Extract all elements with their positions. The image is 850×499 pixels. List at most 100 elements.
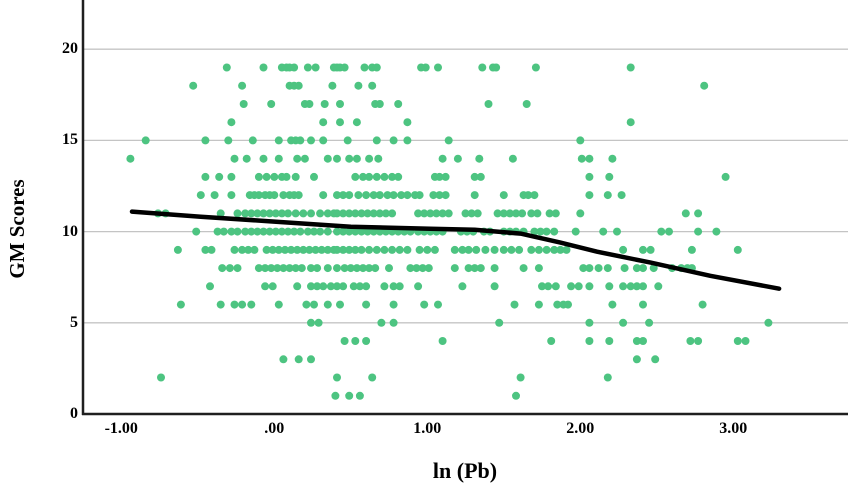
data-point bbox=[499, 209, 508, 218]
data-point bbox=[412, 264, 421, 273]
data-point bbox=[415, 191, 424, 200]
data-point bbox=[544, 282, 553, 291]
data-point bbox=[310, 172, 318, 181]
data-point bbox=[233, 264, 242, 273]
data-point bbox=[490, 264, 499, 273]
data-point bbox=[297, 264, 306, 273]
data-point bbox=[333, 227, 341, 236]
data-point bbox=[639, 264, 647, 273]
data-point bbox=[550, 245, 559, 254]
data-point bbox=[415, 245, 424, 254]
data-point bbox=[285, 264, 294, 273]
data-point bbox=[564, 300, 572, 309]
data-point bbox=[274, 136, 283, 145]
data-point bbox=[281, 245, 289, 254]
data-point bbox=[352, 154, 361, 163]
data-point bbox=[619, 245, 628, 254]
data-point bbox=[339, 227, 348, 236]
data-point bbox=[351, 172, 360, 181]
data-point bbox=[333, 245, 341, 254]
data-point bbox=[293, 282, 302, 291]
data-point bbox=[530, 191, 539, 200]
data-point bbox=[380, 172, 389, 181]
data-point bbox=[351, 227, 360, 236]
data-point bbox=[365, 245, 374, 254]
data-point bbox=[279, 191, 288, 200]
data-point bbox=[438, 154, 447, 163]
data-point bbox=[345, 209, 354, 218]
data-point bbox=[620, 264, 629, 273]
data-point bbox=[519, 264, 528, 273]
data-point bbox=[274, 245, 283, 254]
data-point bbox=[603, 264, 612, 273]
data-point bbox=[510, 300, 519, 309]
data-point bbox=[371, 264, 380, 273]
data-point bbox=[215, 172, 224, 181]
data-point bbox=[470, 264, 479, 273]
data-point bbox=[259, 154, 268, 163]
data-point bbox=[646, 245, 655, 254]
data-point bbox=[355, 282, 364, 291]
data-point bbox=[227, 191, 236, 200]
data-point bbox=[426, 209, 435, 218]
data-point bbox=[389, 318, 398, 327]
data-point bbox=[242, 154, 251, 163]
x-tick-label: 1.00 bbox=[413, 420, 442, 437]
data-point bbox=[319, 191, 328, 200]
data-point bbox=[639, 282, 647, 291]
data-point bbox=[157, 373, 165, 382]
data-point bbox=[508, 154, 517, 163]
data-point bbox=[241, 209, 250, 218]
data-point bbox=[354, 81, 363, 90]
y-tick-label: 0 bbox=[70, 405, 78, 422]
data-point bbox=[176, 300, 185, 309]
data-point bbox=[617, 191, 626, 200]
data-point bbox=[233, 209, 242, 218]
data-point bbox=[274, 300, 283, 309]
data-point bbox=[192, 227, 201, 236]
data-point bbox=[522, 100, 531, 108]
data-point bbox=[319, 118, 328, 127]
data-point bbox=[238, 81, 247, 90]
data-point bbox=[665, 227, 673, 236]
data-point bbox=[316, 227, 325, 236]
data-point bbox=[369, 227, 378, 236]
data-point bbox=[273, 264, 282, 273]
data-point bbox=[287, 245, 296, 254]
data-point bbox=[542, 227, 551, 236]
data-point bbox=[441, 172, 450, 181]
data-point bbox=[213, 227, 222, 236]
data-point bbox=[499, 245, 508, 254]
data-point bbox=[305, 100, 314, 108]
data-point bbox=[435, 172, 444, 181]
data-point bbox=[239, 100, 248, 108]
data-point bbox=[389, 191, 398, 200]
data-point bbox=[420, 209, 429, 218]
data-point bbox=[317, 245, 326, 254]
data-point bbox=[484, 100, 493, 108]
data-point bbox=[313, 282, 322, 291]
data-point bbox=[605, 337, 614, 345]
data-point bbox=[238, 300, 247, 309]
data-point bbox=[605, 282, 614, 291]
data-point bbox=[613, 227, 621, 236]
data-point bbox=[507, 245, 516, 254]
data-point bbox=[233, 227, 242, 236]
data-point bbox=[230, 245, 239, 254]
data-point bbox=[225, 264, 234, 273]
data-point bbox=[238, 245, 247, 254]
data-point bbox=[336, 100, 344, 108]
data-point bbox=[585, 318, 594, 327]
data-point bbox=[302, 300, 311, 309]
x-tick-label: 3.00 bbox=[719, 420, 748, 437]
data-point bbox=[352, 118, 361, 127]
data-point bbox=[389, 300, 398, 309]
data-point bbox=[299, 245, 308, 254]
data-point bbox=[375, 191, 384, 200]
data-point bbox=[357, 209, 366, 218]
data-point bbox=[372, 63, 381, 72]
data-point bbox=[388, 209, 397, 218]
data-point bbox=[475, 154, 484, 163]
data-point bbox=[632, 355, 641, 364]
